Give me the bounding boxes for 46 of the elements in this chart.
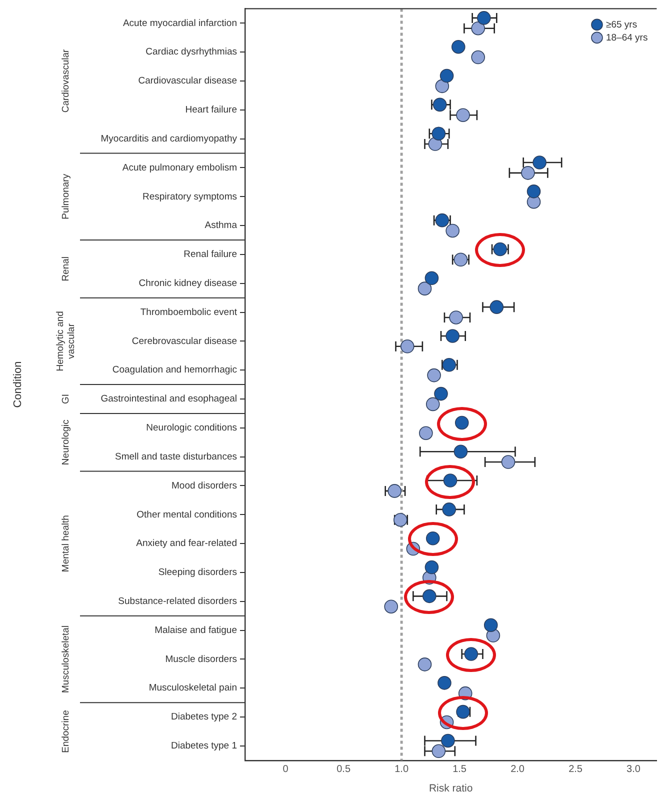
legend-label: 18–64 yrs: [606, 32, 648, 44]
text: Musculoskeletal: [60, 625, 72, 694]
text: Mental health: [60, 515, 72, 572]
x-tick-label: 2.0: [510, 764, 525, 776]
y-tick-label: Musculoskeletal pain: [148, 682, 237, 694]
y-tick-label: Muscle disorders: [165, 654, 238, 665]
y-tick-label: Coagulation and hemorrhagic: [112, 364, 238, 376]
y-tick-label: Anxiety and fear-related: [136, 538, 237, 550]
y-tick-label: Acute myocardial infarction: [122, 18, 237, 29]
y-tick-label: Renal failure: [184, 249, 237, 260]
y-tick-label: Heart failure: [185, 104, 237, 116]
y-tick-label: Thromboembolic event: [140, 306, 238, 318]
x-tick-label: 0: [282, 764, 289, 776]
text: Condition: [12, 361, 24, 408]
y-tick-label: Cardiovascular disease: [138, 76, 237, 87]
x-tick-label: 1.0: [394, 764, 409, 776]
y-tick-label: Acute pulmonary embolism: [122, 162, 238, 174]
y-tick-label: Gastrointestinal and esophageal: [100, 394, 237, 405]
y-tick-label: Asthma: [204, 220, 238, 232]
y-tick-label: Myocarditis and cardiomyopathy: [100, 133, 238, 144]
text: Hemolytic and vascular: [55, 311, 78, 372]
x-tick-label: 3.0: [626, 764, 641, 776]
y-tick-label: Diabetes type 2: [170, 712, 237, 723]
y-tick-label: Other mental conditions: [136, 509, 238, 520]
y-tick-label: Diabetes type 1: [170, 740, 237, 752]
y-tick-label: Neurologic conditions: [146, 422, 238, 434]
text: GI: [60, 394, 72, 404]
y-tick-label: Smell and taste disturbances: [115, 451, 238, 462]
x-tick-label: 2.5: [568, 764, 583, 776]
x-axis-title: Risk ratio: [428, 782, 473, 795]
text: Renal: [60, 256, 72, 282]
x-tick-label: 0.5: [336, 764, 351, 776]
y-tick-label: Cardiac dysrhythmias: [146, 46, 238, 58]
text: Pulmonary: [60, 174, 72, 220]
y-tick-label: Malaise and fatigue: [154, 624, 237, 636]
y-tick-label: Substance-related disorders: [118, 596, 238, 608]
y-tick-label: Cerebrovascular disease: [132, 336, 237, 347]
legend-label: ≥65 yrs: [606, 19, 638, 30]
y-tick-label: Sleeping disorders: [158, 567, 238, 578]
text: Neurologic: [60, 419, 72, 466]
text: Cardiovascular: [60, 49, 72, 113]
y-tick-label: Mood disorders: [172, 480, 238, 492]
x-tick-label: 1.5: [452, 764, 467, 776]
text: Endocrine: [60, 710, 72, 753]
y-tick-label: Chronic kidney disease: [138, 278, 237, 289]
y-tick-label: Respiratory symptoms: [142, 191, 238, 202]
